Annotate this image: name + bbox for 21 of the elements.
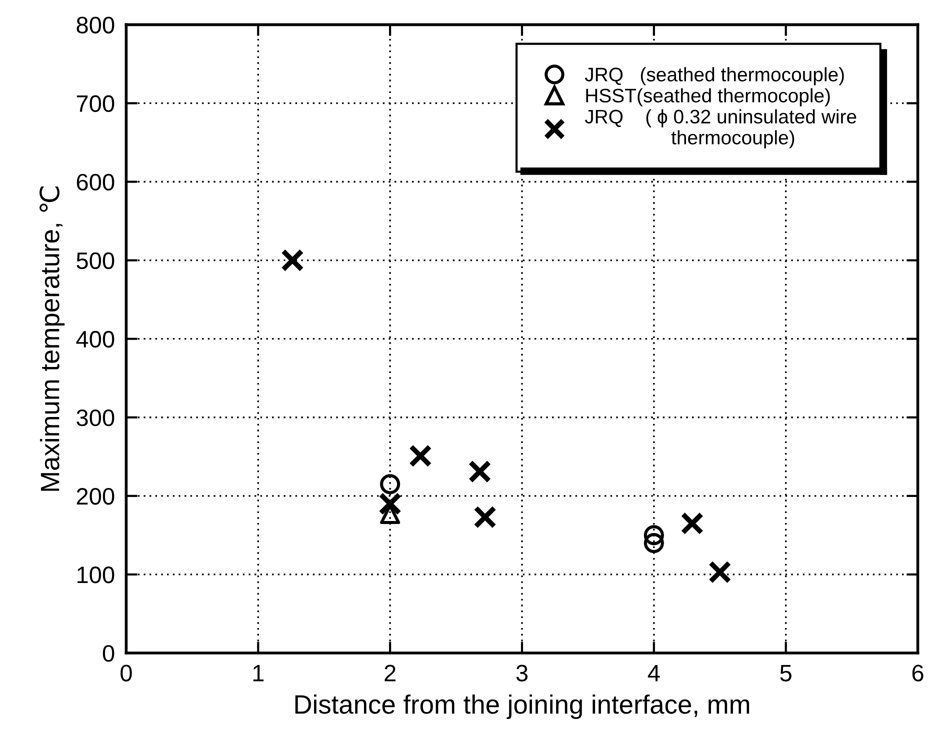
y-tick-label: 0 [102,645,114,662]
y-tick-label: 600 [76,174,114,191]
y-tick-label: 200 [76,488,114,505]
x-tick-label: 0 [120,664,132,682]
y-tick-label: 400 [76,330,114,348]
x-tick-label: 5 [780,664,792,682]
y-axis-title: Maximum temperature, ℃ [40,186,65,491]
y-tick-label: 300 [76,409,114,426]
x-axis-title: Distance from the joining interface, mm [295,694,750,720]
x-tick-label: 6 [912,664,924,682]
x-tick-label: 2 [384,664,396,682]
legend-label: HSST(seathed thermocople) [586,88,830,106]
legend-label: JRQ ( ϕ 0.32 uninsulated wire thermocouple) [584,109,856,148]
legend-label: JRQ (seathed thermocouple) [584,67,844,86]
y-tick-label: 800 [76,16,114,34]
x-tick-label: 4 [648,664,660,682]
y-tick-label: 500 [76,252,114,270]
x-tick-label: 3 [516,664,528,682]
y-tick-label: 700 [76,95,114,112]
y-tick-label: 100 [78,566,114,584]
x-tick-label: 1 [253,664,264,682]
